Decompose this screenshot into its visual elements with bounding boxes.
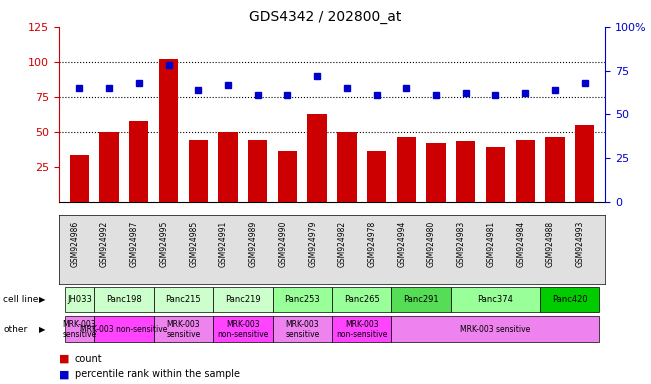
Bar bbox=[486, 147, 505, 202]
Bar bbox=[159, 59, 178, 202]
Text: GSM924978: GSM924978 bbox=[368, 220, 376, 267]
Text: ■: ■ bbox=[59, 369, 69, 379]
Bar bbox=[307, 114, 327, 202]
Bar bbox=[213, 287, 273, 312]
Text: ▶: ▶ bbox=[39, 295, 46, 304]
Text: GSM924992: GSM924992 bbox=[100, 220, 109, 267]
Bar bbox=[248, 140, 268, 202]
Text: GSM924991: GSM924991 bbox=[219, 220, 228, 267]
Text: GSM924989: GSM924989 bbox=[249, 220, 258, 267]
Bar bbox=[70, 156, 89, 202]
Text: GSM924979: GSM924979 bbox=[308, 220, 317, 267]
Bar bbox=[154, 287, 213, 312]
Text: GSM924994: GSM924994 bbox=[397, 220, 406, 267]
Text: GSM924988: GSM924988 bbox=[546, 220, 555, 267]
Bar bbox=[575, 125, 594, 202]
Text: GDS4342 / 202800_at: GDS4342 / 202800_at bbox=[249, 10, 402, 23]
Bar bbox=[367, 151, 386, 202]
Text: MRK-003 sensitive: MRK-003 sensitive bbox=[460, 325, 531, 334]
Text: GSM924983: GSM924983 bbox=[457, 220, 465, 267]
Bar bbox=[273, 316, 332, 342]
Bar bbox=[391, 287, 451, 312]
Text: MRK-003
non-sensitive: MRK-003 non-sensitive bbox=[336, 319, 387, 339]
Text: MRK-003
sensitive: MRK-003 sensitive bbox=[285, 319, 320, 339]
Text: JH033: JH033 bbox=[67, 295, 92, 304]
Bar bbox=[396, 137, 416, 202]
Bar bbox=[129, 121, 148, 202]
Bar bbox=[426, 143, 446, 202]
Bar bbox=[94, 316, 154, 342]
Bar bbox=[218, 132, 238, 202]
Text: Panc291: Panc291 bbox=[404, 295, 439, 304]
Text: percentile rank within the sample: percentile rank within the sample bbox=[75, 369, 240, 379]
Text: GSM924982: GSM924982 bbox=[338, 220, 347, 267]
Bar bbox=[540, 287, 600, 312]
Bar bbox=[278, 151, 297, 202]
Text: Panc215: Panc215 bbox=[165, 295, 201, 304]
Text: GSM924985: GSM924985 bbox=[189, 220, 199, 267]
Text: other: other bbox=[3, 325, 27, 334]
Text: MRK-003 non-sensitive: MRK-003 non-sensitive bbox=[80, 325, 168, 334]
Bar bbox=[332, 316, 391, 342]
Text: Panc198: Panc198 bbox=[106, 295, 142, 304]
Text: ■: ■ bbox=[59, 354, 69, 364]
Text: GSM924981: GSM924981 bbox=[486, 220, 495, 267]
Text: GSM924993: GSM924993 bbox=[575, 220, 585, 267]
Text: Panc219: Panc219 bbox=[225, 295, 260, 304]
Bar bbox=[332, 287, 391, 312]
Bar bbox=[546, 137, 564, 202]
Bar bbox=[337, 132, 357, 202]
Text: GSM924987: GSM924987 bbox=[130, 220, 139, 267]
Bar bbox=[213, 316, 273, 342]
Bar bbox=[273, 287, 332, 312]
Bar bbox=[154, 316, 213, 342]
Text: MRK-003
sensitive: MRK-003 sensitive bbox=[62, 319, 96, 339]
Text: Panc265: Panc265 bbox=[344, 295, 380, 304]
Bar bbox=[64, 287, 94, 312]
Text: GSM924980: GSM924980 bbox=[427, 220, 436, 267]
Text: cell line: cell line bbox=[3, 295, 38, 304]
Text: count: count bbox=[75, 354, 102, 364]
Bar bbox=[100, 132, 118, 202]
Text: ▶: ▶ bbox=[39, 325, 46, 334]
Text: Panc253: Panc253 bbox=[284, 295, 320, 304]
Bar bbox=[391, 316, 600, 342]
Text: MRK-003
non-sensitive: MRK-003 non-sensitive bbox=[217, 319, 269, 339]
Text: GSM924995: GSM924995 bbox=[159, 220, 169, 267]
Bar bbox=[189, 140, 208, 202]
Text: MRK-003
sensitive: MRK-003 sensitive bbox=[166, 319, 201, 339]
Bar bbox=[451, 287, 540, 312]
Text: Panc374: Panc374 bbox=[478, 295, 514, 304]
Bar bbox=[516, 140, 535, 202]
Bar bbox=[456, 141, 475, 202]
Text: GSM924990: GSM924990 bbox=[279, 220, 288, 267]
Bar bbox=[94, 287, 154, 312]
Text: GSM924986: GSM924986 bbox=[70, 220, 79, 267]
Bar bbox=[64, 316, 94, 342]
Text: Panc420: Panc420 bbox=[552, 295, 588, 304]
Text: GSM924984: GSM924984 bbox=[516, 220, 525, 267]
